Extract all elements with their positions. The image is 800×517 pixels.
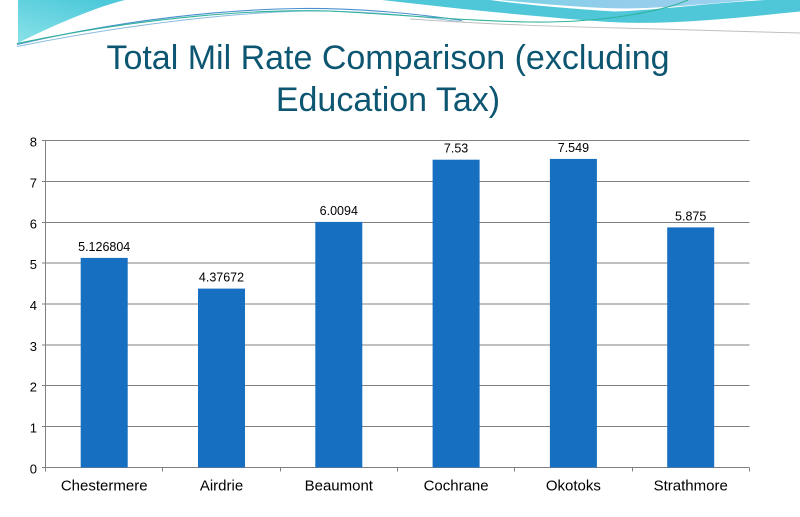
svg-text:5: 5: [30, 257, 37, 272]
svg-text:3: 3: [30, 339, 37, 354]
svg-text:5.126804: 5.126804: [78, 240, 130, 254]
svg-text:6.0094: 6.0094: [320, 204, 358, 218]
svg-text:7.549: 7.549: [558, 141, 589, 155]
svg-text:6: 6: [30, 217, 37, 232]
svg-text:Beaumont: Beaumont: [305, 478, 374, 495]
svg-text:Strathmore: Strathmore: [654, 478, 728, 495]
svg-text:7: 7: [30, 176, 37, 191]
svg-text:4: 4: [30, 298, 37, 313]
svg-text:8: 8: [30, 135, 37, 150]
svg-text:2: 2: [30, 380, 37, 395]
svg-text:Airdrie: Airdrie: [200, 478, 243, 495]
svg-text:Chestermere: Chestermere: [61, 478, 148, 495]
svg-text:5.875: 5.875: [675, 210, 706, 224]
svg-text:4.37672: 4.37672: [199, 271, 244, 285]
svg-text:Okotoks: Okotoks: [546, 478, 601, 495]
svg-text:1: 1: [30, 421, 37, 436]
svg-text:7.53: 7.53: [444, 142, 468, 156]
svg-text:Cochrane: Cochrane: [424, 478, 489, 495]
svg-text:0: 0: [30, 462, 37, 477]
